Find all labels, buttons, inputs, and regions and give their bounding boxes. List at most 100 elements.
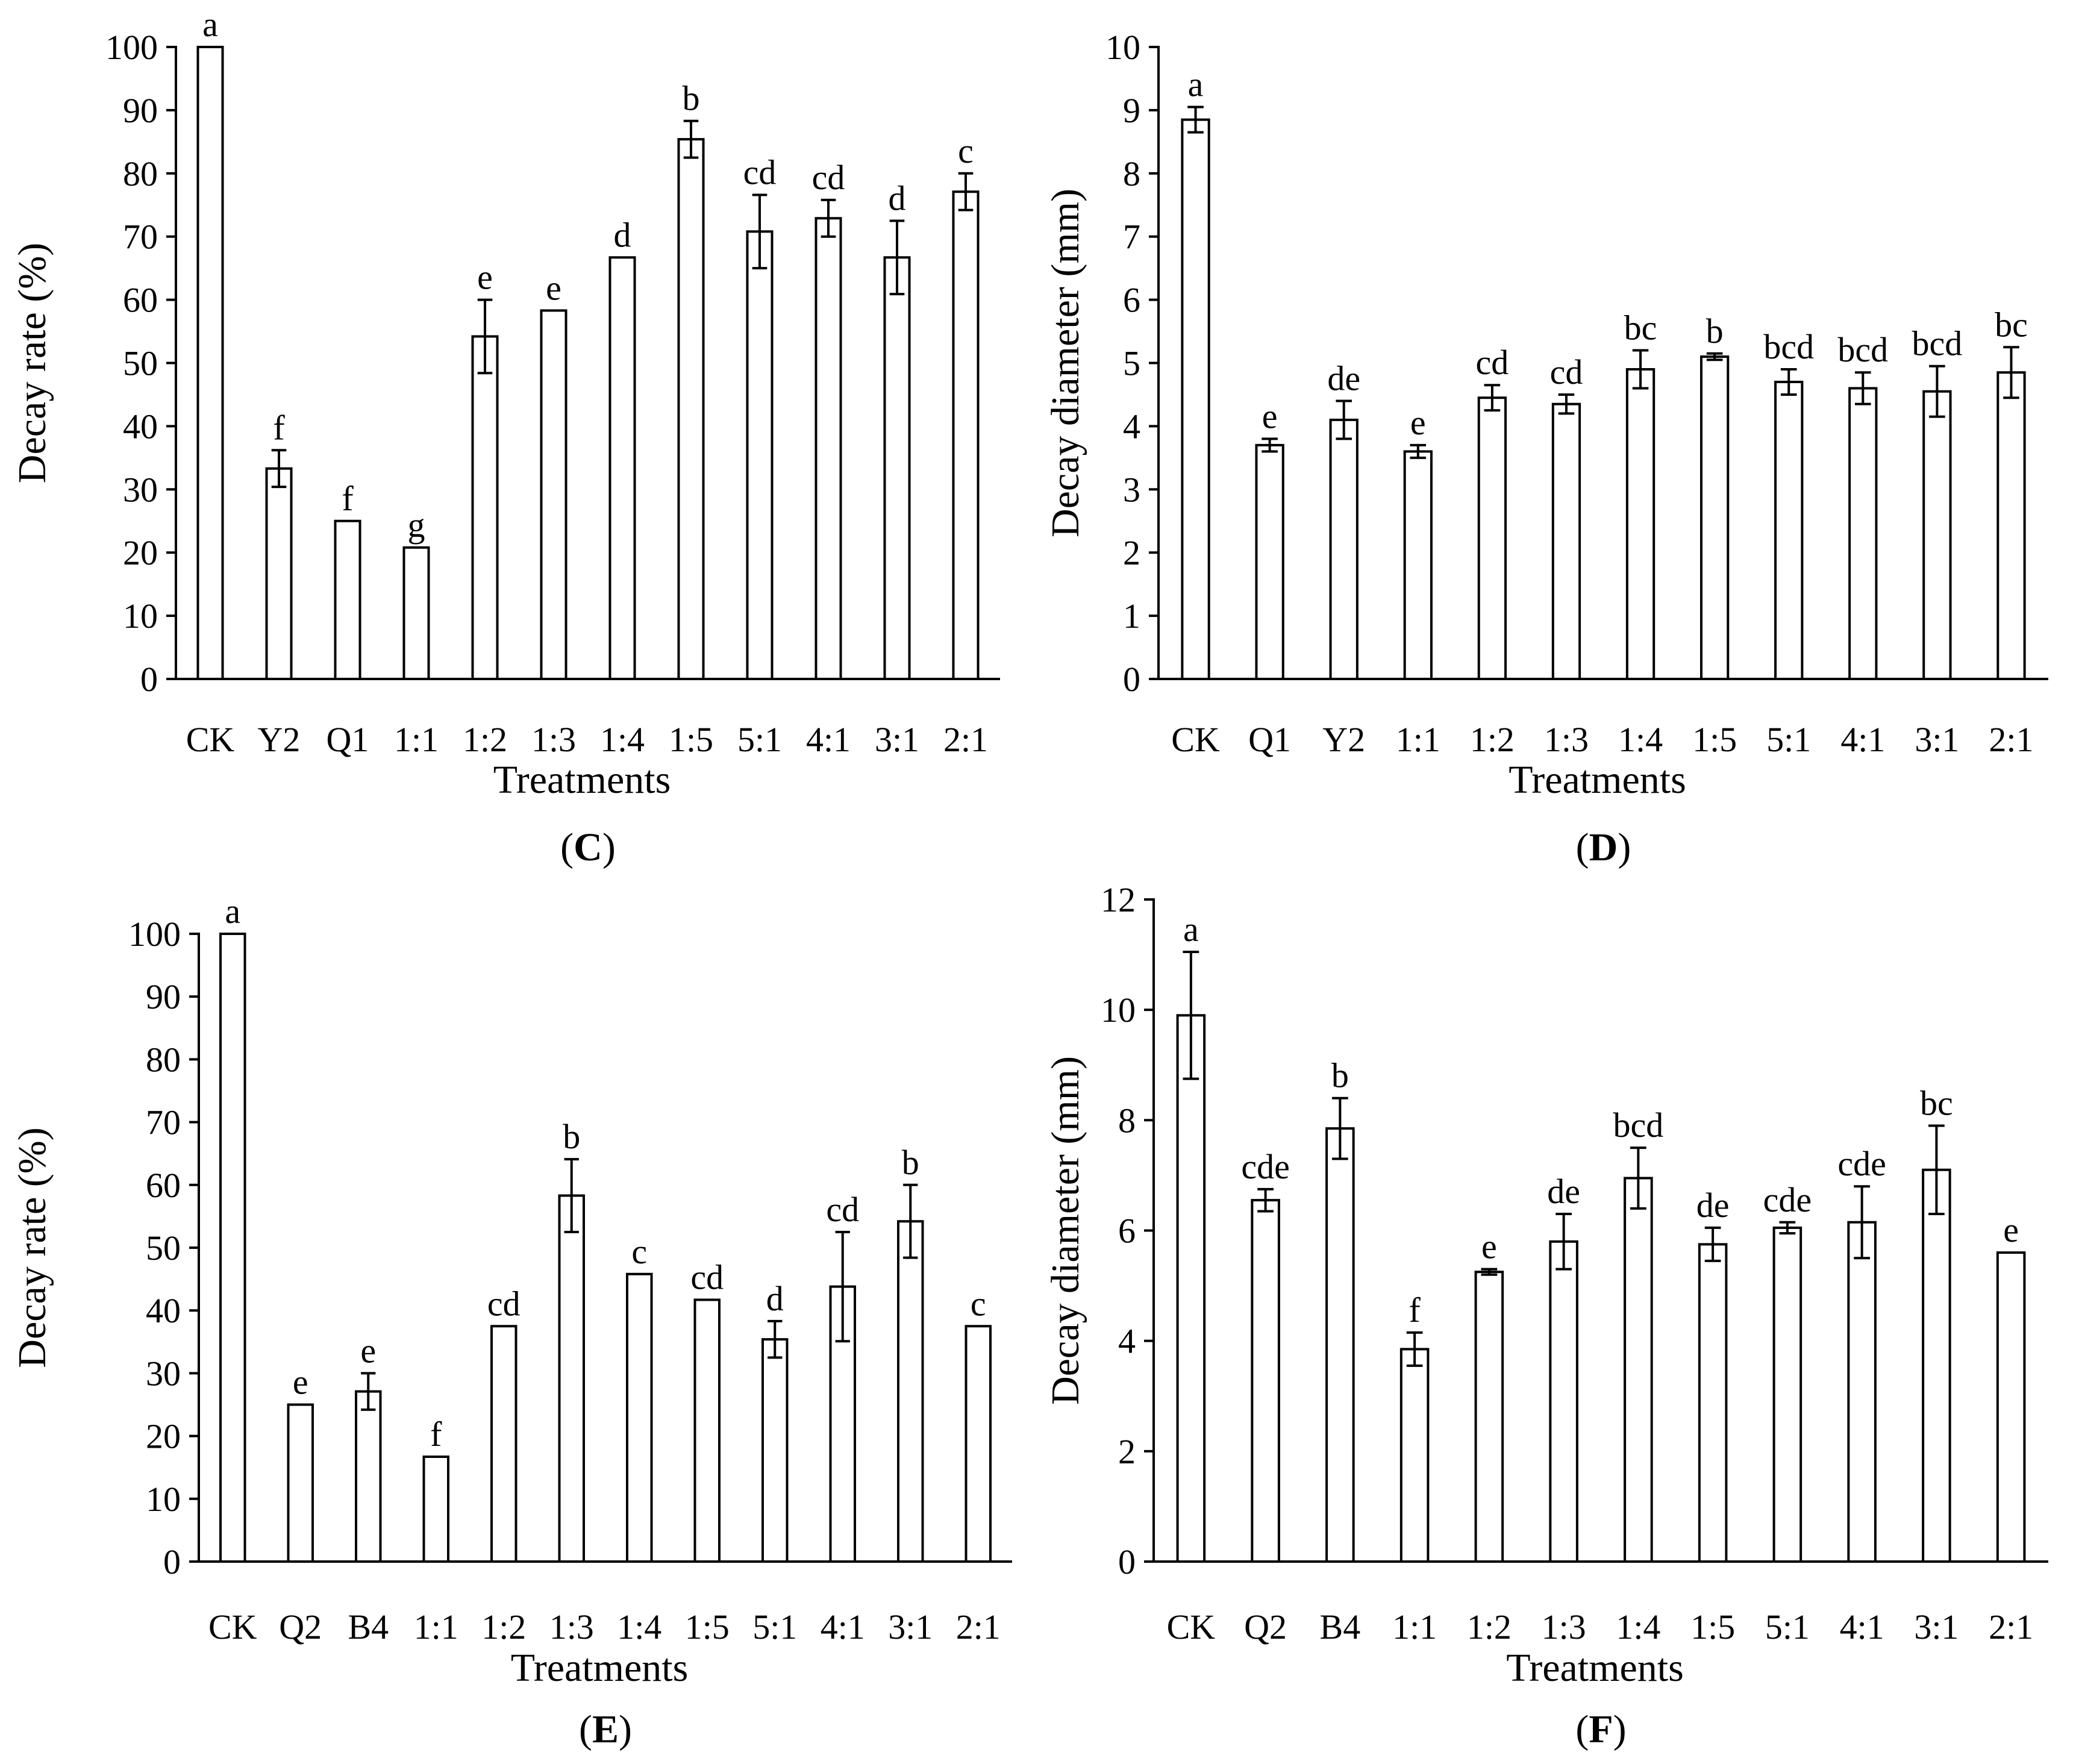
bar (815, 217, 842, 680)
y-tick-label: 100 (105, 28, 158, 67)
y-tick-label: 0 (140, 660, 158, 699)
bar (422, 1455, 449, 1563)
x-tick-label: 2:1 (1989, 1607, 2033, 1647)
bar (219, 933, 246, 1563)
significance-letter: f (342, 479, 354, 518)
bar (1699, 355, 1730, 680)
significance-letter: e (360, 1331, 376, 1370)
x-tick-label: B4 (1320, 1607, 1361, 1647)
y-tick-label: 30 (123, 470, 158, 509)
significance-letter: f (1409, 1290, 1421, 1330)
bar (1847, 1221, 1877, 1563)
bar (196, 46, 224, 680)
bar (1329, 418, 1359, 680)
bar (287, 1403, 314, 1563)
significance-letter: bc (1995, 305, 2028, 344)
bar (1549, 1240, 1578, 1563)
significance-letter: c (971, 1284, 986, 1323)
y-tick-label: 9 (1123, 91, 1140, 130)
bar (355, 1390, 382, 1563)
bar (1772, 1226, 1803, 1563)
y-tick-label: 8 (1118, 1101, 1136, 1140)
significance-letter: cd (1550, 352, 1583, 392)
significance-letter: e (1481, 1227, 1497, 1266)
x-tick-label: Q1 (1248, 720, 1291, 759)
significance-letter: bcd (1837, 330, 1888, 369)
panel-label-letter: F (1589, 1707, 1613, 1751)
x-tick-label: 2:1 (1989, 720, 2033, 759)
x-tick-label: Y2 (258, 720, 301, 759)
panel-label-open-paren: ( (579, 1707, 592, 1751)
x-tick-label: 5:1 (737, 720, 782, 759)
bar (1996, 1251, 2026, 1563)
y-tick-label: 4 (1123, 407, 1140, 446)
x-tick-label: 5:1 (1765, 1607, 1810, 1647)
bar (761, 1338, 789, 1563)
significance-letter: e (477, 258, 493, 297)
x-tick-label: 1:5 (1692, 720, 1737, 759)
panel-label: (C) (560, 825, 616, 869)
x-tick-label: 1:1 (394, 720, 439, 759)
bar (693, 1298, 721, 1563)
x-tick-label: 1:1 (414, 1607, 458, 1647)
y-tick-label: 6 (1118, 1212, 1136, 1251)
x-tick-label: 4:1 (1840, 1607, 1884, 1647)
significance-letter: b (1331, 1056, 1349, 1095)
bar (1625, 367, 1656, 680)
significance-letter: e (546, 268, 561, 307)
panel-label-letter: D (1589, 825, 1618, 869)
x-tick-label: CK (186, 720, 235, 759)
x-tick-label: CK (208, 1607, 257, 1647)
bar (1474, 1271, 1504, 1563)
significance-letter: f (430, 1415, 442, 1454)
bar (1477, 396, 1507, 680)
y-tick-label: 10 (1105, 28, 1140, 67)
x-tick-label: 1:3 (549, 1607, 594, 1647)
significance-letter: e (2003, 1210, 2019, 1250)
x-tick-label: 1:2 (481, 1607, 526, 1647)
y-tick-label: 20 (123, 533, 158, 572)
y-tick-label: 5 (1123, 344, 1140, 383)
significance-letter: cde (1241, 1147, 1290, 1186)
y-axis-title: Decay diameter (mm) (1043, 1056, 1087, 1405)
bar (1848, 387, 1878, 681)
x-tick-label: 4:1 (821, 1607, 865, 1647)
panel-label-open-paren: ( (1575, 1707, 1589, 1751)
significance-letter: cd (1476, 343, 1509, 382)
x-tick-label: 1:1 (1396, 720, 1440, 759)
x-tick-label: 4:1 (806, 720, 851, 759)
significance-letter: d (889, 178, 906, 217)
x-tick-label: CK (1171, 720, 1220, 759)
significance-letter: b (1706, 311, 1724, 351)
y-tick-label: 10 (1101, 990, 1136, 1030)
significance-letter: g (408, 505, 425, 545)
bar (334, 519, 361, 680)
bar (1922, 1168, 1951, 1563)
bar (608, 256, 636, 680)
bar (265, 467, 293, 680)
y-tick-label: 0 (1123, 660, 1140, 699)
x-tick-label: 1:2 (463, 720, 507, 759)
x-axis-title: Treatments (1506, 1646, 1684, 1690)
significance-letter: d (614, 215, 631, 254)
x-tick-label: 1:4 (617, 1607, 661, 1647)
bar (897, 1220, 924, 1563)
y-tick-label: 1 (1123, 596, 1140, 636)
y-tick-label: 10 (123, 596, 158, 636)
bar (883, 256, 911, 680)
y-tick-label: 6 (1123, 281, 1140, 320)
y-tick-label: 2 (1123, 533, 1140, 572)
significance-letter: e (293, 1363, 308, 1402)
panel-label: (F) (1575, 1707, 1626, 1751)
x-axis-title: Treatments (493, 758, 671, 802)
y-tick-label: 90 (146, 977, 181, 1016)
x-tick-label: Q2 (279, 1607, 322, 1647)
bar (1181, 118, 1210, 680)
y-tick-label: 10 (146, 1480, 181, 1519)
y-tick-label: 50 (123, 344, 158, 383)
bar (558, 1194, 585, 1563)
x-tick-label: 1:5 (685, 1607, 730, 1647)
y-tick-label: 40 (123, 407, 158, 446)
significance-letter: de (1696, 1186, 1730, 1225)
bar (965, 1325, 992, 1563)
